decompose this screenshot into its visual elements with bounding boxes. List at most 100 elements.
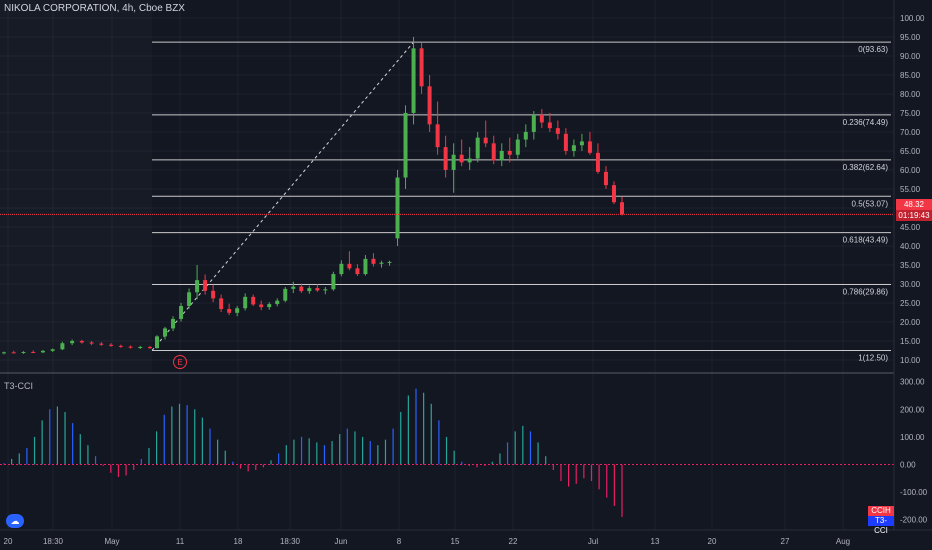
candle-body xyxy=(547,122,552,129)
time-axis-label: 20 xyxy=(4,537,13,546)
candle-body xyxy=(275,300,280,305)
candle-body xyxy=(109,344,114,346)
candle-body xyxy=(515,139,520,155)
time-axis-label: May xyxy=(104,537,119,546)
time-axis-label: 13 xyxy=(651,537,660,546)
price-axis-label: 35.00 xyxy=(900,261,921,270)
time-axis-label: Jul xyxy=(588,537,598,546)
time-axis-label: 22 xyxy=(509,537,518,546)
candle-body xyxy=(347,263,352,269)
fib-level-label: 0.618(43.49) xyxy=(843,236,889,245)
candle-body xyxy=(507,150,512,155)
symbol-title[interactable]: NIKOLA CORPORATION, 4h, Cboe BZX xyxy=(4,3,185,14)
candle-body xyxy=(427,86,432,125)
candle-body xyxy=(171,318,176,329)
candle-body xyxy=(307,288,312,292)
candle-body xyxy=(251,296,256,305)
t3cci-legend-tag: T3-CCI xyxy=(868,516,894,535)
candle-body xyxy=(371,258,376,264)
price-axis-label: 65.00 xyxy=(900,147,921,156)
fib-trend-line[interactable] xyxy=(151,41,414,351)
candle-body xyxy=(451,154,456,170)
fib-level-label: 0.5(53.07) xyxy=(852,199,889,208)
candlestick-series xyxy=(2,36,624,355)
time-axis-label: 18:30 xyxy=(280,537,301,546)
candle-body xyxy=(138,347,143,349)
candle-body xyxy=(379,262,384,264)
tradingview-logo-icon[interactable]: ☁ xyxy=(6,514,24,528)
t3-cci-histogram xyxy=(3,388,623,517)
fib-level-label: 0(93.63) xyxy=(858,45,888,54)
fib-level-label: 1(12.50) xyxy=(858,353,888,362)
candle-body xyxy=(331,274,336,290)
candle-body xyxy=(291,286,296,289)
price-axis-label: 85.00 xyxy=(900,71,921,80)
indicator-axis-label: -200.00 xyxy=(900,516,928,525)
candle-body xyxy=(563,133,568,151)
price-axis-label: 75.00 xyxy=(900,109,921,118)
time-axis-label: 15 xyxy=(451,537,460,546)
price-axis-label: 10.00 xyxy=(900,356,921,365)
indicator-axis[interactable]: 300.00 200.00 100.00 0.00 -100.00 -200.00 xyxy=(900,378,928,525)
time-axis-label: 27 xyxy=(781,537,790,546)
candle-body xyxy=(227,309,232,313)
price-axis-label: 20.00 xyxy=(900,318,921,327)
candle-body xyxy=(259,304,264,308)
candle-body xyxy=(499,150,504,161)
time-axis-label: 11 xyxy=(176,537,185,546)
candle-body xyxy=(148,347,152,349)
candle-body xyxy=(355,268,360,275)
indicator-title[interactable]: T3-CCI xyxy=(4,381,33,391)
fib-level-label: 0.786(29.86) xyxy=(843,287,889,296)
candle-body xyxy=(323,289,328,291)
candle-body xyxy=(79,340,84,343)
fib-level-label: 0.236(74.49) xyxy=(843,118,889,127)
price-axis-label: 55.00 xyxy=(900,185,921,194)
candle-body xyxy=(459,154,464,163)
candle-body xyxy=(595,152,600,172)
earnings-badge[interactable]: E xyxy=(173,355,187,369)
candle-body xyxy=(31,351,36,353)
indicator-axis-label: 300.00 xyxy=(900,378,925,387)
candle-body xyxy=(50,349,55,351)
candle-body xyxy=(235,308,240,313)
candle-body xyxy=(187,292,192,306)
candle-body xyxy=(587,141,592,153)
price-axis-label: 40.00 xyxy=(900,242,921,251)
time-axis[interactable]: 20 18:30 May 11 18 18:30 Jun 8 15 22 Jul 13 20 27 Aug xyxy=(4,537,851,546)
candle-body xyxy=(603,171,608,186)
candle-body xyxy=(395,177,400,239)
last-price-tag: 48.32 xyxy=(896,199,932,210)
candle-body xyxy=(40,350,45,353)
fibonacci-retracement[interactable]: 0(93.63) 0.236(74.49) 0.382(62.64) 0.5(53.0… xyxy=(152,41,891,362)
candle-body xyxy=(267,304,272,308)
candle-body xyxy=(620,202,624,215)
candle-body xyxy=(89,342,94,344)
candle-body xyxy=(70,340,75,344)
candle-body xyxy=(211,290,216,299)
candle-body xyxy=(118,345,123,347)
candle-body xyxy=(571,145,576,151)
candle-body xyxy=(128,346,133,348)
indicator-axis-label: 0.00 xyxy=(900,461,916,470)
time-axis-label: 18 xyxy=(234,537,243,546)
candle-body xyxy=(483,137,488,144)
candle-body xyxy=(531,114,536,132)
candle-body xyxy=(11,352,16,354)
candle-body xyxy=(195,280,200,293)
time-axis-label: 20 xyxy=(708,537,717,546)
candle-body xyxy=(387,261,392,263)
candle-body xyxy=(219,298,224,310)
candle-body xyxy=(443,147,448,170)
candle-body xyxy=(203,280,208,291)
candle-body xyxy=(363,258,368,275)
time-axis-label: Aug xyxy=(836,537,850,546)
candle-body xyxy=(523,131,528,140)
countdown-tag: 01:19:43 xyxy=(896,210,932,221)
candle-body xyxy=(579,141,584,146)
price-axis-label: 45.00 xyxy=(900,223,921,232)
price-axis-label: 15.00 xyxy=(900,337,921,346)
price-axis-label: 30.00 xyxy=(900,280,921,289)
